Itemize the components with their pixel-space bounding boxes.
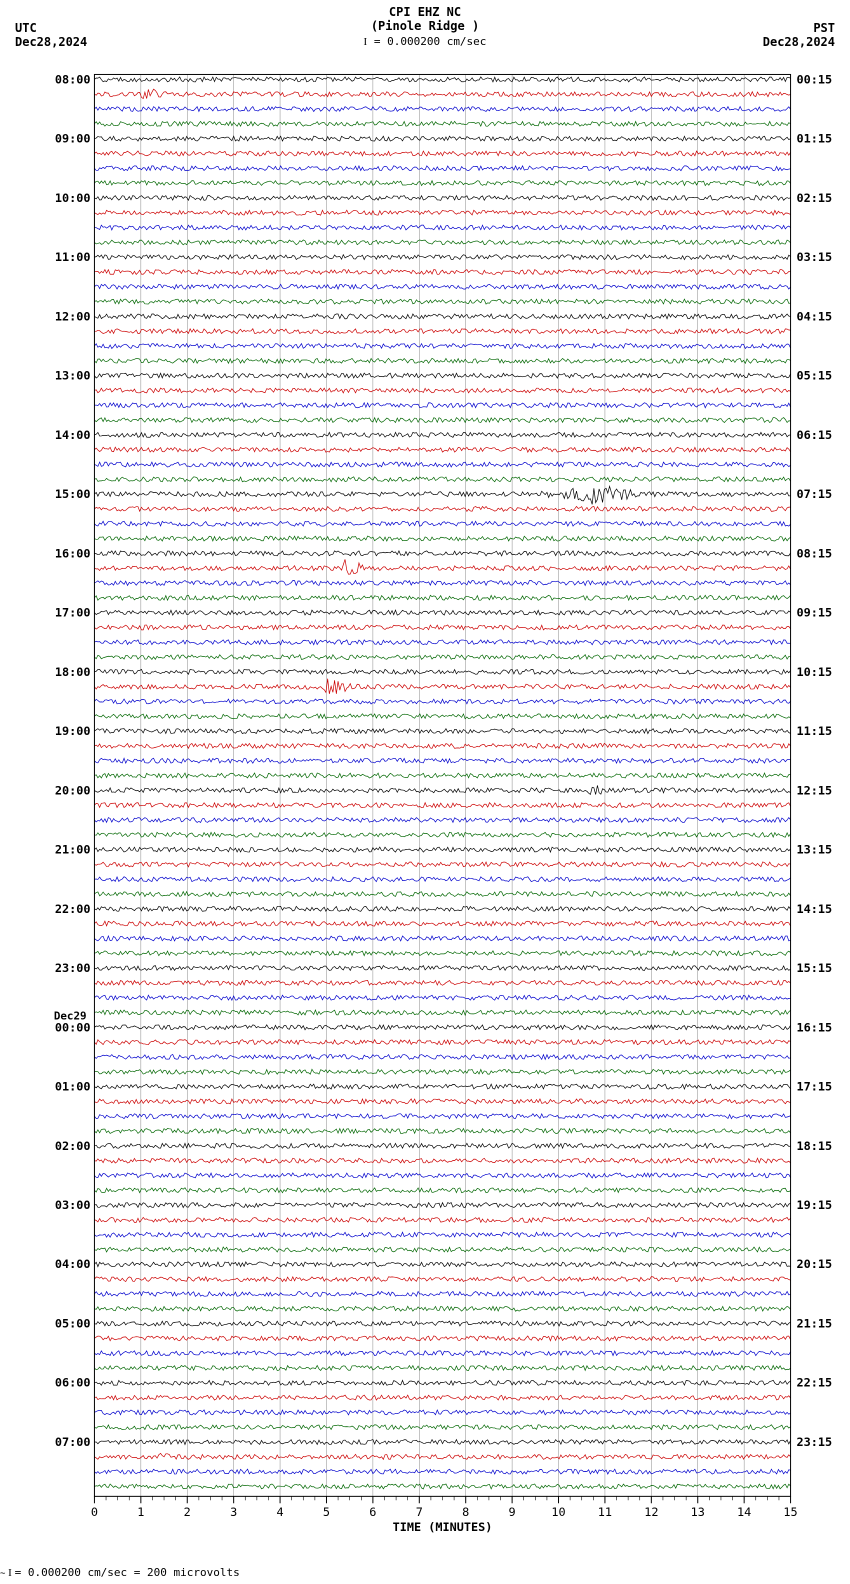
station-location: (Pinole Ridge ) — [0, 19, 850, 33]
svg-text:02:15: 02:15 — [796, 191, 832, 205]
svg-text:10:15: 10:15 — [796, 665, 832, 679]
svg-text:01:00: 01:00 — [55, 1080, 91, 1094]
svg-text:22:15: 22:15 — [796, 1376, 832, 1390]
scale-note: I = 0.000200 cm/sec — [0, 35, 850, 48]
seismogram-svg: 0123456789101112131415TIME (MINUTES)08:0… — [50, 60, 835, 1575]
svg-text:15:00: 15:00 — [55, 487, 91, 501]
svg-text:15:15: 15:15 — [796, 961, 832, 975]
seismogram-container: UTC Dec28,2024 CPI EHZ NC (Pinole Ridge … — [0, 0, 850, 1584]
pst-label: PST — [763, 21, 835, 35]
svg-text:13:15: 13:15 — [796, 843, 832, 857]
svg-text:07:00: 07:00 — [55, 1435, 91, 1449]
svg-text:13:00: 13:00 — [55, 369, 91, 383]
svg-text:19:15: 19:15 — [796, 1198, 832, 1212]
svg-text:20:00: 20:00 — [55, 783, 91, 797]
svg-text:7: 7 — [416, 1505, 423, 1519]
svg-text:04:15: 04:15 — [796, 309, 832, 323]
svg-text:4: 4 — [277, 1505, 284, 1519]
svg-text:15: 15 — [783, 1505, 797, 1519]
svg-text:TIME (MINUTES): TIME (MINUTES) — [393, 1520, 493, 1534]
svg-text:16:00: 16:00 — [55, 546, 91, 560]
svg-text:23:15: 23:15 — [796, 1435, 832, 1449]
svg-text:06:15: 06:15 — [796, 428, 832, 442]
footer: ~ I = 0.000200 cm/sec = 200 microvolts — [0, 1566, 240, 1579]
svg-text:14:00: 14:00 — [55, 428, 91, 442]
svg-text:00:00: 00:00 — [55, 1020, 91, 1034]
svg-text:10:00: 10:00 — [55, 191, 91, 205]
svg-text:02:00: 02:00 — [55, 1139, 91, 1153]
header-center: CPI EHZ NC (Pinole Ridge ) I = 0.000200 … — [0, 5, 850, 48]
svg-text:05:15: 05:15 — [796, 369, 832, 383]
svg-text:17:00: 17:00 — [55, 606, 91, 620]
plot-area: 0123456789101112131415TIME (MINUTES)08:0… — [50, 60, 755, 1515]
svg-text:5: 5 — [323, 1505, 330, 1519]
svg-text:19:00: 19:00 — [55, 724, 91, 738]
svg-text:23:00: 23:00 — [55, 961, 91, 975]
svg-text:3: 3 — [230, 1505, 237, 1519]
svg-text:00:15: 00:15 — [796, 72, 832, 86]
svg-text:17:15: 17:15 — [796, 1080, 832, 1094]
svg-text:6: 6 — [369, 1505, 376, 1519]
svg-text:10: 10 — [551, 1505, 565, 1519]
svg-text:03:15: 03:15 — [796, 250, 832, 264]
svg-text:01:15: 01:15 — [796, 132, 832, 146]
svg-text:05:00: 05:00 — [55, 1317, 91, 1331]
svg-text:11:15: 11:15 — [796, 724, 832, 738]
svg-text:14:15: 14:15 — [796, 902, 832, 916]
svg-text:1: 1 — [137, 1505, 144, 1519]
svg-text:06:00: 06:00 — [55, 1376, 91, 1390]
pst-date: Dec28,2024 — [763, 35, 835, 49]
svg-text:07:15: 07:15 — [796, 487, 832, 501]
svg-text:13: 13 — [691, 1505, 705, 1519]
svg-text:12:00: 12:00 — [55, 309, 91, 323]
svg-text:9: 9 — [509, 1505, 516, 1519]
svg-text:09:15: 09:15 — [796, 606, 832, 620]
svg-text:16:15: 16:15 — [796, 1020, 832, 1034]
svg-text:11: 11 — [598, 1505, 612, 1519]
svg-text:2: 2 — [184, 1505, 191, 1519]
svg-text:14: 14 — [737, 1505, 751, 1519]
svg-text:12:15: 12:15 — [796, 783, 832, 797]
svg-text:22:00: 22:00 — [55, 902, 91, 916]
svg-text:21:15: 21:15 — [796, 1317, 832, 1331]
svg-text:0: 0 — [91, 1505, 98, 1519]
svg-text:08:00: 08:00 — [55, 72, 91, 86]
svg-text:08:15: 08:15 — [796, 546, 832, 560]
svg-text:21:00: 21:00 — [55, 843, 91, 857]
svg-text:20:15: 20:15 — [796, 1257, 832, 1271]
svg-text:04:00: 04:00 — [55, 1257, 91, 1271]
svg-text:11:00: 11:00 — [55, 250, 91, 264]
svg-text:18:15: 18:15 — [796, 1139, 832, 1153]
svg-text:09:00: 09:00 — [55, 132, 91, 146]
station-code: CPI EHZ NC — [0, 5, 850, 19]
svg-text:12: 12 — [644, 1505, 658, 1519]
svg-text:8: 8 — [462, 1505, 469, 1519]
svg-text:03:00: 03:00 — [55, 1198, 91, 1212]
header-right: PST Dec28,2024 — [763, 21, 835, 49]
svg-text:18:00: 18:00 — [55, 665, 91, 679]
